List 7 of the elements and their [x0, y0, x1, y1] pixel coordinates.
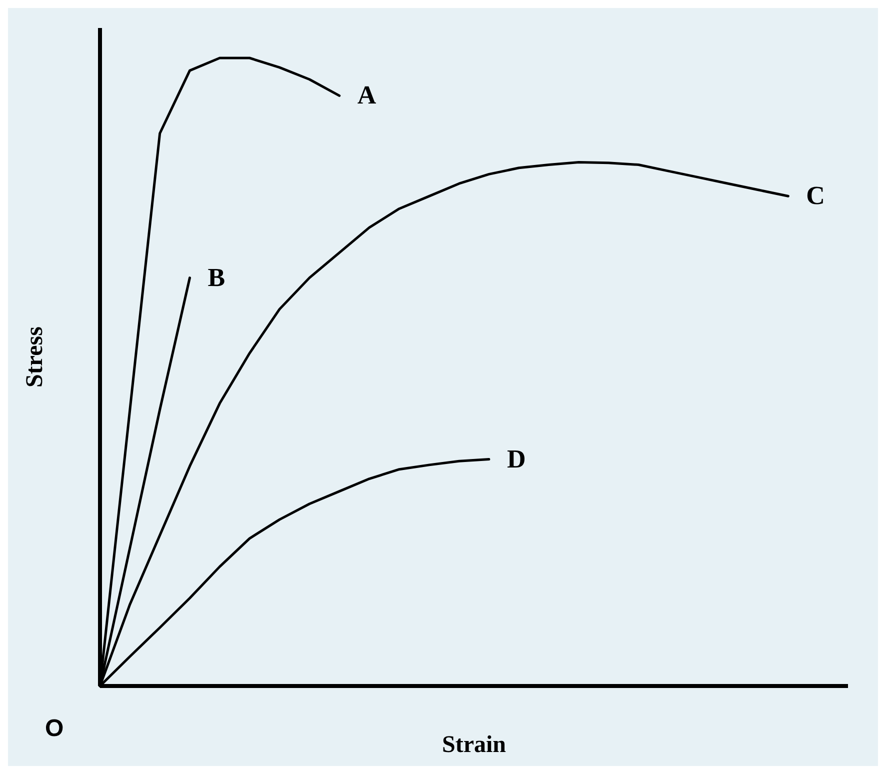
series-label: D — [506, 444, 526, 474]
y-axis-title: Stress — [22, 326, 48, 388]
series-label: C — [806, 181, 825, 210]
x-axis-title: Strain — [442, 732, 506, 758]
series-label: A — [357, 80, 376, 110]
text: O — [45, 715, 64, 742]
series-label: B — [208, 262, 226, 292]
